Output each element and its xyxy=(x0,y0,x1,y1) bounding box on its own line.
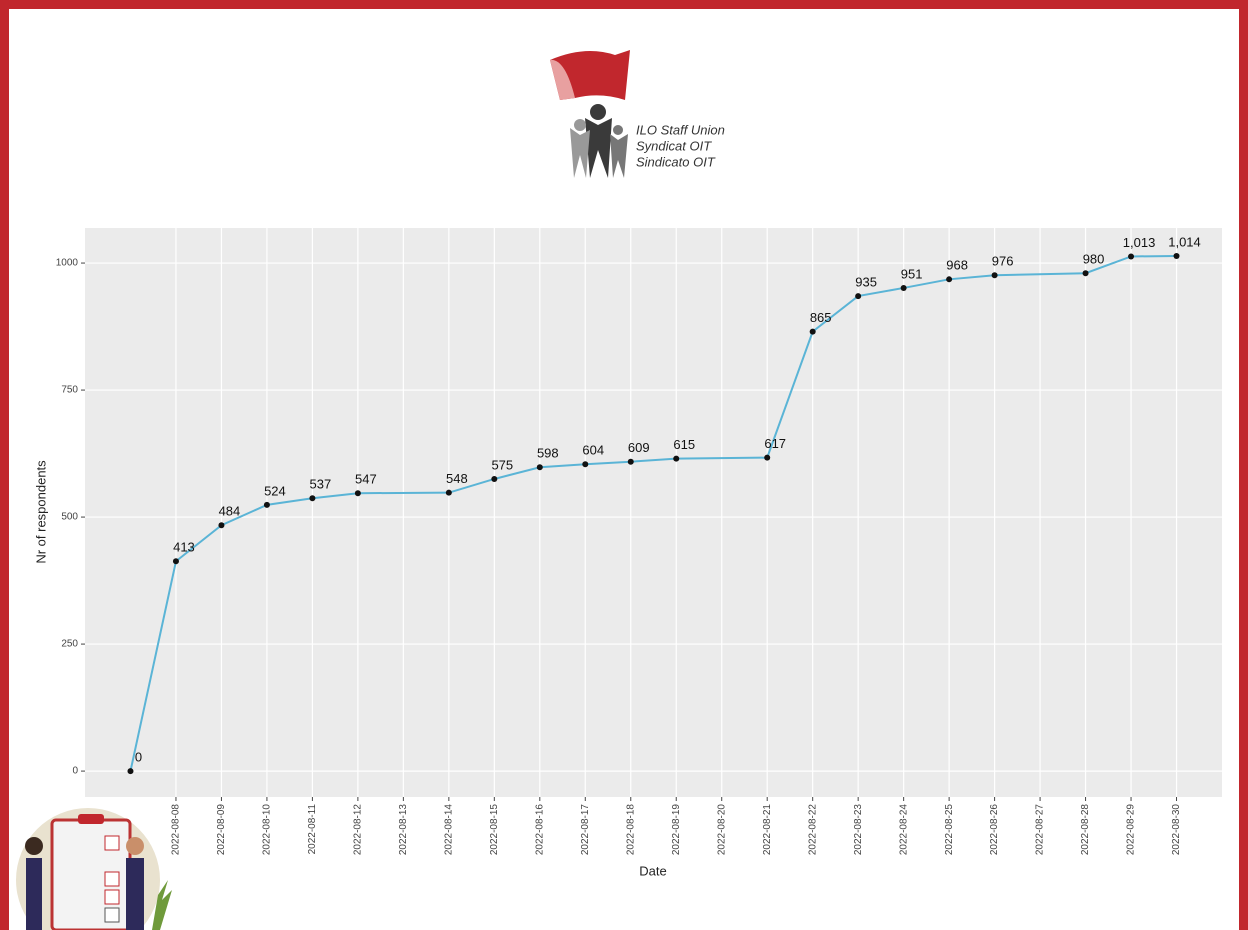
x-tick-label: 2022-08-12 xyxy=(353,804,364,856)
x-tick-label: 2022-08-17 xyxy=(580,804,591,856)
data-label: 609 xyxy=(628,440,650,455)
data-label: 976 xyxy=(992,254,1014,269)
data-label: 413 xyxy=(173,540,195,555)
person xyxy=(126,858,144,930)
data-point xyxy=(127,768,133,774)
y-tick-label: 1000 xyxy=(56,258,79,269)
x-tick-label: 2022-08-22 xyxy=(807,804,818,856)
x-tick-label: 2022-08-08 xyxy=(171,804,182,856)
data-label: 617 xyxy=(764,436,786,451)
data-point xyxy=(1083,270,1089,276)
x-tick-label: 2022-08-13 xyxy=(398,804,409,856)
x-tick-label: 2022-08-09 xyxy=(216,804,227,856)
y-tick-label: 750 xyxy=(61,385,78,396)
x-tick-label: 2022-08-25 xyxy=(944,804,955,856)
logo-text: Syndicat OIT xyxy=(636,138,712,153)
data-point xyxy=(309,495,315,501)
data-point xyxy=(173,558,179,564)
checkbox xyxy=(105,908,119,922)
chart: ILO Staff Union Syndicat OIT Sindicato O… xyxy=(0,0,1248,930)
data-label: 865 xyxy=(810,310,832,325)
data-label: 537 xyxy=(310,477,332,492)
x-tick-label: 2022-08-27 xyxy=(1035,804,1046,856)
data-point xyxy=(355,490,361,496)
data-label: 968 xyxy=(946,258,968,273)
data-label: 547 xyxy=(355,472,377,487)
logo-text: Sindicato OIT xyxy=(636,154,716,169)
data-point xyxy=(264,502,270,508)
logo-head xyxy=(574,119,586,131)
logo: ILO Staff Union Syndicat OIT Sindicato O… xyxy=(550,50,725,178)
y-tick-label: 250 xyxy=(61,639,78,650)
x-tick-label: 2022-08-18 xyxy=(625,804,636,856)
data-label: 615 xyxy=(673,437,695,452)
data-point xyxy=(218,522,224,528)
data-point xyxy=(673,456,679,462)
data-point xyxy=(810,329,816,335)
data-label: 548 xyxy=(446,471,468,486)
logo-figure xyxy=(610,134,628,178)
x-tick-label: 2022-08-20 xyxy=(716,804,727,856)
data-point xyxy=(537,464,543,470)
data-point xyxy=(901,285,907,291)
logo-figure xyxy=(570,128,590,178)
x-tick-label: 2022-08-15 xyxy=(489,804,500,856)
person-head xyxy=(25,837,43,855)
plot-panel xyxy=(85,228,1222,797)
data-point xyxy=(855,293,861,299)
x-tick-label: 2022-08-10 xyxy=(262,804,273,856)
data-point xyxy=(1174,253,1180,259)
checkbox xyxy=(105,872,119,886)
data-label: 1,014 xyxy=(1168,234,1201,249)
x-tick-label: 2022-08-26 xyxy=(989,804,1000,856)
x-tick-label: 2022-08-30 xyxy=(1171,804,1182,856)
data-label: 980 xyxy=(1083,252,1105,267)
x-tick-label: 2022-08-21 xyxy=(762,804,773,856)
data-point xyxy=(582,461,588,467)
data-point xyxy=(491,476,497,482)
data-label: 484 xyxy=(219,504,241,519)
data-label: 935 xyxy=(855,275,877,290)
data-label: 951 xyxy=(901,266,923,281)
data-label: 598 xyxy=(537,446,559,461)
data-point xyxy=(446,490,452,496)
person xyxy=(26,858,42,930)
data-point xyxy=(1128,253,1134,259)
data-label: 575 xyxy=(491,457,513,472)
x-tick-label: 2022-08-23 xyxy=(853,804,864,856)
x-tick-label: 2022-08-28 xyxy=(1080,804,1091,856)
illustration xyxy=(16,808,172,930)
y-axis-label: Nr of respondents xyxy=(33,460,48,564)
logo-figure xyxy=(585,118,612,178)
logo-text: ILO Staff Union xyxy=(636,122,725,137)
data-label: 604 xyxy=(582,443,604,458)
x-tick-label: 2022-08-14 xyxy=(443,804,454,856)
x-axis-label: Date xyxy=(639,863,666,878)
x-tick-label: 2022-08-11 xyxy=(307,804,318,855)
checkbox xyxy=(105,836,119,850)
y-tick-label: 0 xyxy=(72,766,78,777)
x-tick-label: 2022-08-24 xyxy=(898,804,909,856)
data-label: 524 xyxy=(264,483,286,498)
checkbox xyxy=(105,890,119,904)
data-point xyxy=(764,455,770,461)
data-point xyxy=(628,459,634,465)
logo-head xyxy=(590,104,606,120)
data-label: 1,013 xyxy=(1123,235,1156,250)
x-tick-label: 2022-08-19 xyxy=(671,804,682,856)
x-tick-label: 2022-08-16 xyxy=(534,804,545,856)
person-head xyxy=(126,837,144,855)
data-label: 0 xyxy=(135,750,142,765)
y-tick-label: 500 xyxy=(61,512,78,523)
data-point xyxy=(992,272,998,278)
data-point xyxy=(946,276,952,282)
clipboard-clip xyxy=(78,814,104,824)
logo-head xyxy=(613,125,623,135)
x-tick-label: 2022-08-29 xyxy=(1126,804,1137,856)
